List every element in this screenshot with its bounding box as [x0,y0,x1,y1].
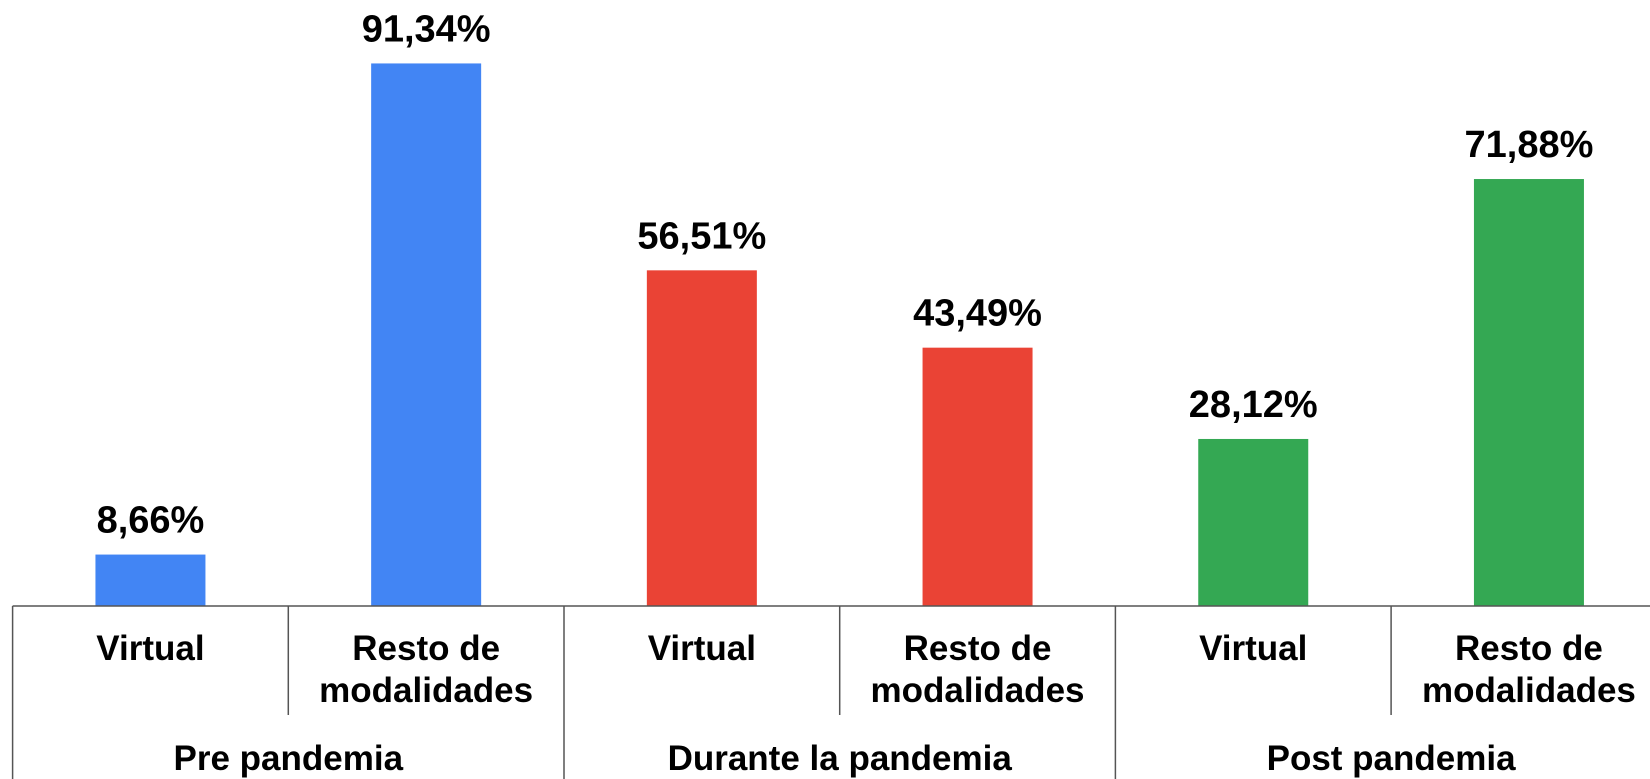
data-label: 43,49% [913,293,1042,335]
category-label: Virtual [1199,629,1308,668]
category-label: Resto de modalidades [319,629,534,710]
bar [922,347,1033,606]
data-label: 8,66% [97,500,205,542]
group-label: Pre pandemia [173,739,404,778]
category-label: Virtual [647,629,756,668]
bar [95,554,206,606]
data-label: 71,88% [1465,124,1594,166]
category-label: Resto de modalidades [870,629,1085,710]
data-label: 28,12% [1189,384,1318,426]
bar [371,63,482,606]
category-label: Virtual [96,629,205,668]
category-label: Resto de modalidades [1421,629,1636,710]
bar [1198,438,1309,606]
bar [1473,179,1584,606]
data-label: 91,34% [362,8,491,50]
group-label: Durante la pandemia [667,739,1012,778]
bar [646,270,757,606]
group-label: Post pandemia [1266,739,1516,778]
data-label: 56,51% [637,215,766,257]
